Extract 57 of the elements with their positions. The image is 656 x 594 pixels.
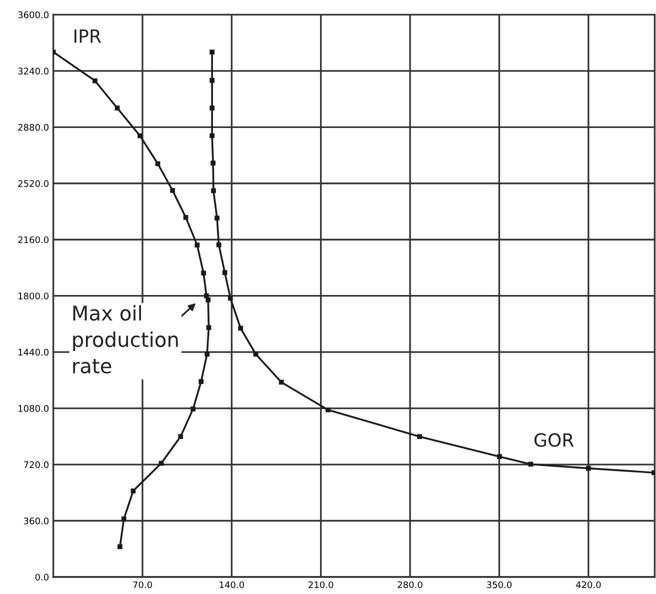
point [214, 216, 220, 220]
point [210, 133, 214, 138]
point [158, 460, 164, 466]
y-tick-label: 3600.0 [18, 11, 49, 18]
point [253, 352, 258, 357]
y-tick-label: 3240.0 [18, 68, 49, 74]
point [586, 466, 591, 471]
point [155, 161, 160, 166]
point [210, 50, 214, 54]
point [210, 106, 214, 111]
point [121, 516, 126, 522]
y-tick-label: 2160.0 [18, 236, 49, 244]
point [204, 293, 209, 298]
x-tick-label: 420.0 [576, 581, 601, 588]
point [528, 462, 534, 467]
x-tick-label: 140.0 [220, 581, 244, 588]
point [183, 215, 188, 220]
point [210, 78, 214, 83]
point [138, 133, 142, 138]
point [417, 434, 422, 440]
y-tick-label: 2880.0 [18, 124, 49, 131]
point [216, 242, 222, 248]
point [194, 242, 200, 248]
point [206, 325, 212, 330]
point [228, 296, 233, 301]
point [201, 270, 206, 276]
point [238, 326, 244, 331]
series-label: GOR [534, 433, 574, 447]
point [278, 380, 284, 385]
x-tick-label: 280.0 [398, 581, 422, 588]
y-tick-label: 360.0 [24, 518, 49, 524]
y-tick-label: 1080.0 [18, 405, 49, 412]
point [204, 352, 210, 357]
point [206, 297, 211, 302]
y-tick-label: 1800.0 [18, 292, 49, 300]
point [170, 188, 175, 193]
y-tick-label: 720.0 [24, 461, 49, 468]
point [210, 160, 216, 166]
series-label: IPR [74, 30, 101, 43]
point [326, 407, 330, 412]
y-tick-label: 2520.0 [18, 180, 49, 187]
point [198, 379, 204, 384]
point [92, 78, 98, 84]
point [211, 188, 216, 194]
point [118, 544, 122, 550]
point [114, 106, 120, 111]
point [130, 488, 136, 494]
point [190, 406, 196, 412]
point [178, 434, 184, 440]
annotation: Max oil production rate [73, 305, 178, 374]
x-tick-label: 70.0 [133, 581, 152, 588]
point [497, 454, 502, 460]
y-tick-label: 0.0 [35, 574, 49, 581]
point [222, 270, 228, 276]
y-tick-label: 1440.0 [18, 348, 49, 356]
x-tick-label: 350.0 [487, 581, 512, 588]
x-tick-label: 210.0 [308, 581, 334, 588]
